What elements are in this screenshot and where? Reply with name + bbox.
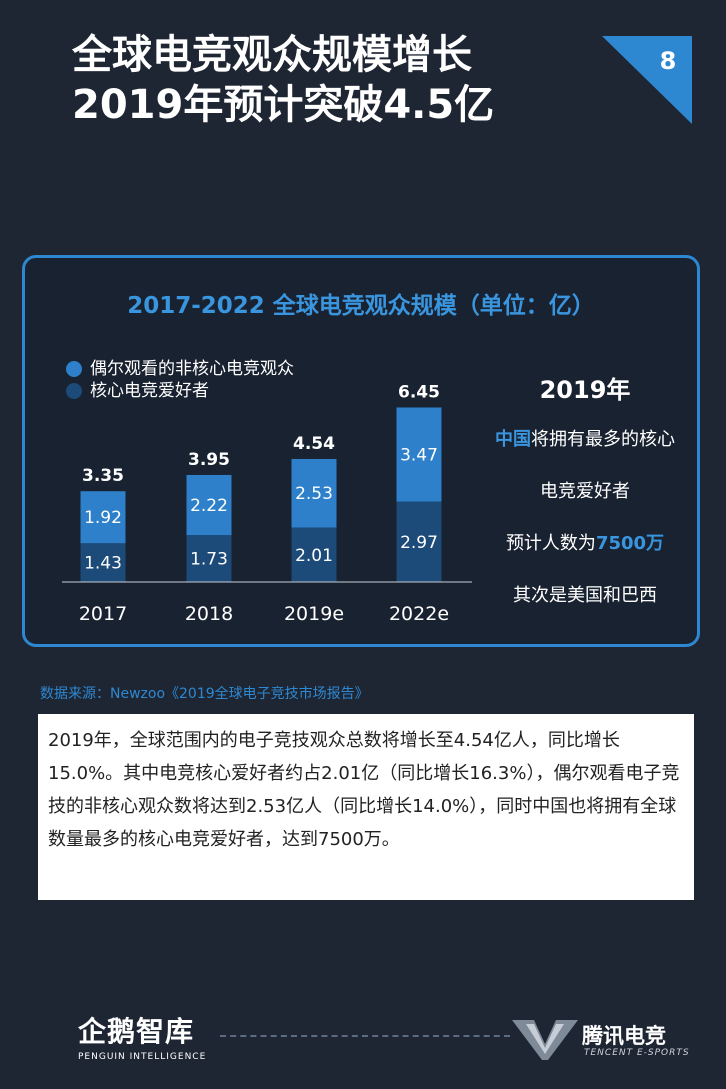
side-note-line-4: 其次是美国和巴西 <box>513 585 657 606</box>
page-title: 全球电竞观众规模增长 2019年预计突破4.5亿 <box>72 30 572 130</box>
footer-divider <box>220 1035 510 1037</box>
chart-legend: 偶尔观看的非核心电竞观众 核心电竞爱好者 <box>66 358 294 402</box>
page-number: 8 <box>659 47 677 75</box>
legend-label-casual: 偶尔观看的非核心电竞观众 <box>90 359 294 379</box>
side-note-line-1: 中国将拥有最多的核心 <box>472 423 698 475</box>
side-note-line-1-text: 将拥有最多的核心 <box>531 429 675 450</box>
side-note-highlight-count: 7500万 <box>595 533 665 554</box>
footer-right-sub: TENCENT E-SPORTS <box>584 1048 690 1058</box>
title-line-2: 2019年预计突破4.5亿 <box>72 82 495 128</box>
side-note-highlight-china: 中国 <box>495 429 531 450</box>
tencent-esports-logo: 腾讯电竞 TENCENT E-SPORTS <box>512 1014 689 1066</box>
footer-left-sub: PENGUIN INTELLIGENCE <box>78 1052 207 1062</box>
legend-item-casual: 偶尔观看的非核心电竞观众 <box>66 358 294 380</box>
side-note-year: 2019年 <box>539 376 631 404</box>
footer-right-brand: 腾讯电竞 <box>582 1024 666 1048</box>
tencent-esports-emblem-icon <box>512 1020 578 1060</box>
side-note-line-2: 电竞爱好者 <box>540 481 630 502</box>
data-source: 数据来源：Newzoo《2019全球电子竞技市场报告》 <box>40 686 369 702</box>
side-note-line-3-text: 预计人数为 <box>505 533 596 554</box>
title-line-1: 全球电竞观众规模增长 <box>72 32 472 78</box>
footer-left-logo: 企鹅智库 <box>78 1015 195 1048</box>
legend-item-core: 核心电竞爱好者 <box>66 380 294 402</box>
description-box: 2019年，全球范围内的电子竞技观众总数将增长至4.54亿人，同比增长15.0%… <box>38 714 694 900</box>
chart-title: 2017-2022 全球电竞观众规模（单位：亿） <box>127 293 595 319</box>
legend-swatch-casual <box>66 361 82 377</box>
side-note: 2019年 中国将拥有最多的核心 电竞爱好者 预计人数为7500万 其次是美国和… <box>472 370 698 631</box>
legend-label-core: 核心电竞爱好者 <box>90 381 209 401</box>
legend-swatch-core <box>66 383 82 399</box>
description-text: 2019年，全球范围内的电子竞技观众总数将增长至4.54亿人，同比增长15.0%… <box>48 730 680 850</box>
side-note-line-3: 预计人数为7500万 <box>472 527 698 579</box>
penguin-intelligence-logo: 企鹅智库 PENGUIN INTELLIGENCE <box>78 1010 206 1062</box>
page-corner-triangle <box>602 36 692 124</box>
